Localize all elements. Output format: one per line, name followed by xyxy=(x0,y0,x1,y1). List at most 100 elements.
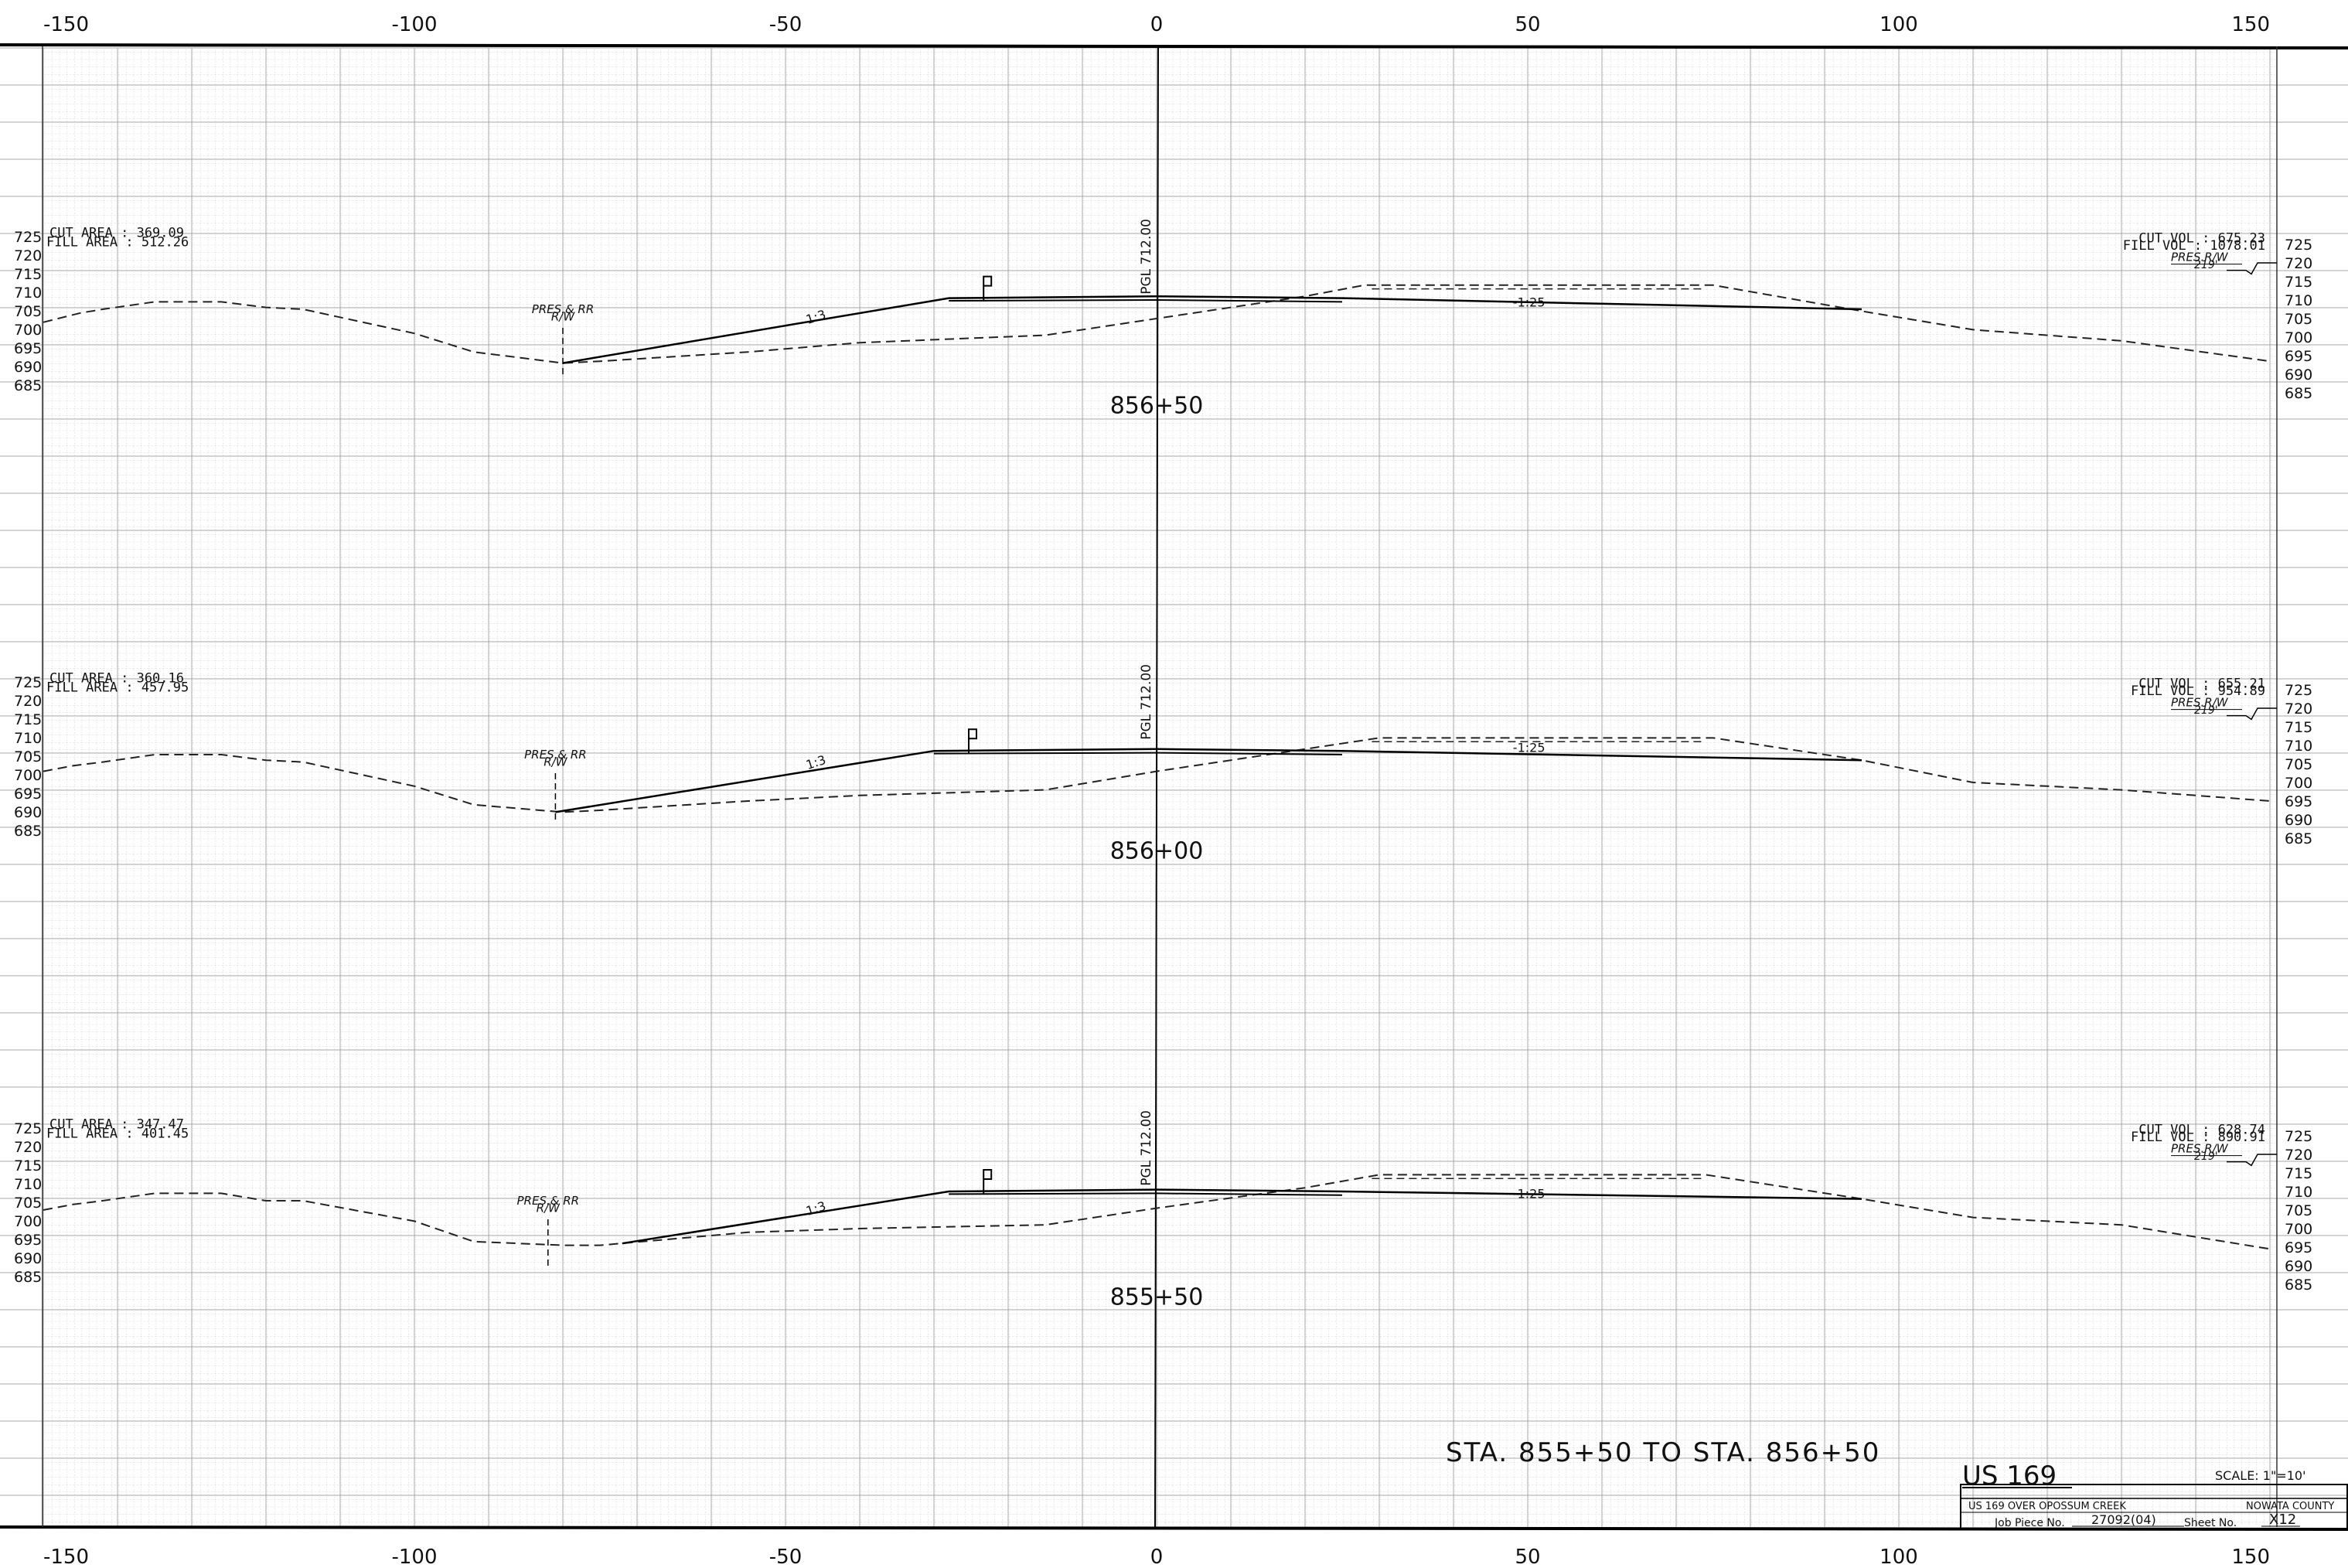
top-axis-tick-label: -100 xyxy=(391,13,437,36)
proposed-subgrade-line xyxy=(933,752,1343,755)
left-elevation-label: 710 xyxy=(14,285,42,302)
project-name: US 169 OVER OPOSSUM CREEK xyxy=(1968,1501,2126,1512)
left-elevation-label: 720 xyxy=(14,1139,42,1156)
right-elevation-label: 720 xyxy=(2285,255,2312,272)
cut-volume-label: CUT VOL : 655.21 xyxy=(2138,677,2265,692)
left-elevation-label: 715 xyxy=(14,266,42,283)
right-elevation-label: 700 xyxy=(2285,1221,2312,1238)
right-elevation-label: 685 xyxy=(2285,830,2312,847)
left-elevation-label: 700 xyxy=(14,322,42,339)
bottom-border xyxy=(0,1525,2348,1531)
flag-icon xyxy=(983,275,993,302)
cut-area-label: CUT AREA : 360.16 xyxy=(49,670,184,686)
bottom-axis-tick-label: -50 xyxy=(769,1546,802,1568)
minor-grid xyxy=(45,48,2275,1526)
top-border xyxy=(0,43,2348,49)
left-elevation-label: 695 xyxy=(14,786,42,803)
present-right-of-way-distance: 219' xyxy=(2194,259,2218,271)
grid-background xyxy=(0,47,2348,1527)
right-slope-label: -1:25 xyxy=(1513,295,1545,310)
right-elevation-label: 715 xyxy=(2285,274,2312,291)
proposed-grade-line xyxy=(622,1188,1862,1245)
left-elevation-label: 725 xyxy=(14,1120,42,1137)
right-elevation-label: 695 xyxy=(2285,1239,2312,1256)
right-slope-label: -1:25 xyxy=(1513,741,1545,755)
top-axis-tick-label: 50 xyxy=(1515,13,1540,36)
top-axis-tick-label: 0 xyxy=(1150,13,1164,36)
right-elevation-label: 690 xyxy=(2285,812,2312,829)
sheet-number: X12 xyxy=(2269,1512,2296,1528)
left-elevation-label: 725 xyxy=(14,229,42,246)
right-elevation-label: 705 xyxy=(2285,311,2312,328)
bottom-axis-tick-label: 100 xyxy=(1879,1546,1918,1568)
right-elevation-label: 710 xyxy=(2285,1184,2312,1201)
profile-grade-label: PGL 712.00 xyxy=(1139,1110,1154,1186)
bottom-axis-tick-label: 150 xyxy=(2231,1546,2270,1568)
right-elevation-label: 725 xyxy=(2285,237,2312,254)
top-axis-tick-label: -150 xyxy=(43,13,89,36)
right-elevation-label: 685 xyxy=(2285,385,2312,402)
top-axis-tick-label: 150 xyxy=(2231,13,2270,36)
right-elevation-label: 710 xyxy=(2285,292,2312,309)
existing-ground-line xyxy=(43,1174,2271,1250)
break-line-symbol xyxy=(2227,1154,2277,1167)
station-label: 856+00 xyxy=(1110,837,1204,864)
job-piece-label: Job Piece No. xyxy=(1994,1517,2065,1529)
break-line-symbol xyxy=(2227,707,2277,721)
right-elevation-label: 720 xyxy=(2285,1147,2312,1164)
present-right-of-way-label: PRES.R/W xyxy=(2171,696,2229,710)
cut-volume-label: CUT VOL : 675.23 xyxy=(2138,231,2265,247)
right-of-way-label: R/W xyxy=(551,309,575,323)
job-piece-number: 27092(04) xyxy=(2091,1512,2156,1527)
right-elevation-label: 695 xyxy=(2285,793,2312,810)
fill-area-label: FILL AREA : 401.45 xyxy=(46,1126,189,1141)
centerline xyxy=(1154,46,1159,1529)
profile-grade-label: PGL 712.00 xyxy=(1139,664,1154,740)
present-right-of-way-distance: 219' xyxy=(2194,704,2218,717)
scale-label: SCALE: 1"=10' xyxy=(2215,1468,2305,1483)
left-elevation-label: 715 xyxy=(14,1157,42,1174)
bottom-axis-tick-label: -100 xyxy=(391,1546,437,1568)
route-title: US 169 xyxy=(1962,1461,2057,1491)
left-elevation-label: 720 xyxy=(14,247,42,264)
left-elevation-label: 715 xyxy=(14,711,42,728)
proposed-subgrade-line xyxy=(949,1192,1343,1196)
left-elevation-label: 700 xyxy=(14,1213,42,1230)
right-elevation-label: 715 xyxy=(2285,719,2312,736)
flag-icon xyxy=(983,1169,993,1195)
left-elevation-label: 695 xyxy=(14,1232,42,1249)
proposed-grade-line xyxy=(555,748,1862,813)
left-elevation-label: 705 xyxy=(14,748,42,765)
sheet-number-label: Sheet No. xyxy=(2184,1517,2237,1529)
present-right-of-way-distance: 219' xyxy=(2194,1150,2218,1163)
station-label: 855+50 xyxy=(1110,1283,1204,1311)
title-block: US 169 SCALE: 1"=10' US 169 OVER OPOSSUM… xyxy=(1960,1461,2348,1530)
left-elevation-label: 685 xyxy=(14,1269,42,1286)
left-elevation-label: 710 xyxy=(14,730,42,747)
top-offset-axis: -150 -100 -50 0 50 100 150 xyxy=(43,13,2270,36)
right-elevation-label: 695 xyxy=(2285,348,2312,365)
left-elevation-label: 705 xyxy=(14,1195,42,1212)
top-axis-tick-label: -50 xyxy=(769,13,802,36)
present-right-of-way-label: PRES.R/W xyxy=(2171,1142,2229,1156)
right-elevation-label: 690 xyxy=(2285,1258,2312,1275)
right-elevation-label: 710 xyxy=(2285,738,2312,755)
break-line-symbol xyxy=(2227,262,2277,275)
right-elevation-label: 700 xyxy=(2285,329,2312,346)
left-elevation-label: 690 xyxy=(14,359,42,376)
left-elevation-label: 720 xyxy=(14,693,42,710)
left-elevation-label: 705 xyxy=(14,303,42,320)
right-elevation-label: 715 xyxy=(2285,1165,2312,1182)
right-elevation-label: 705 xyxy=(2285,1202,2312,1219)
proposed-subgrade-line xyxy=(949,298,1343,303)
bottom-offset-axis: -150 -100 -50 0 50 100 150 xyxy=(43,1546,2270,1568)
proposed-grade-line xyxy=(562,295,1862,364)
right-of-way-label: PRES.& RR xyxy=(524,748,587,762)
right-elevation-label: 720 xyxy=(2285,700,2312,718)
right-elevation-label: 690 xyxy=(2285,366,2312,383)
right-elevation-label: 705 xyxy=(2285,756,2312,773)
right-of-way-label: R/W xyxy=(544,755,567,769)
left-elevation-label: 690 xyxy=(14,1250,42,1267)
